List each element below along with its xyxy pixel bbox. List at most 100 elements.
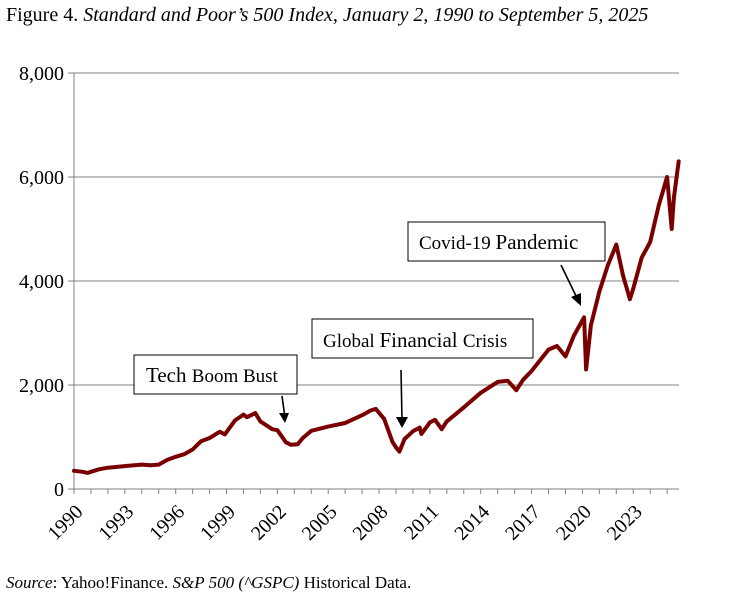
data-point <box>665 175 669 179</box>
data-point <box>223 432 227 437</box>
data-point <box>529 369 534 373</box>
annotation-text: Tech Boom Bust <box>146 363 279 387</box>
figure-title: Figure 4. Standard and Poor’s 500 Index,… <box>6 4 648 27</box>
x-tick-label: 2011 <box>400 501 443 544</box>
data-point <box>97 467 102 472</box>
data-point <box>672 196 676 200</box>
x-tick-label: 2008 <box>349 501 393 545</box>
y-tick-label: 6,000 <box>19 167 64 189</box>
x-tick-label: 2020 <box>552 501 596 545</box>
figure-title-prefix: Figure 4. <box>6 4 79 26</box>
source-text-2: Historical Data. <box>299 573 412 592</box>
source-note: Source: Yahoo!Finance. S&P 500 (^GSPC) H… <box>6 573 411 593</box>
series-line-sp500 <box>72 159 681 475</box>
data-point <box>589 323 593 328</box>
data-point <box>289 443 293 447</box>
x-tick-label: 1996 <box>145 501 189 545</box>
annotation-arrowhead <box>396 417 408 428</box>
x-tick-label: 2002 <box>247 501 291 545</box>
y-tick-labels: 0 2,000 4,000 6,000 8,000 <box>19 63 64 501</box>
data-point <box>582 315 586 320</box>
data-point <box>675 170 680 174</box>
annotation-global-financial-crisis: Global Financial Crisis <box>311 318 534 428</box>
source-label: Source <box>6 573 53 592</box>
y-tick-label: 2,000 <box>19 375 64 397</box>
data-point <box>439 427 444 432</box>
x-tick-label: 1999 <box>196 501 240 545</box>
data-point <box>199 439 203 444</box>
data-point <box>309 429 314 433</box>
annotation-arrowhead <box>571 293 581 306</box>
data-point <box>656 203 661 208</box>
data-point <box>165 458 169 462</box>
data-point <box>614 242 619 247</box>
x-tick-label: 2005 <box>298 501 342 545</box>
data-point <box>555 344 559 348</box>
data-point <box>546 347 551 352</box>
annotation-covid-19-pandemic: Covid-19 Pandemic <box>407 221 606 306</box>
data-point <box>514 388 519 393</box>
data-point <box>411 429 415 434</box>
data-point <box>343 421 347 425</box>
series-group <box>72 159 681 475</box>
data-point <box>270 427 275 432</box>
data-point <box>80 470 85 474</box>
data-point <box>676 159 681 164</box>
data-point <box>631 287 635 291</box>
data-point <box>621 274 625 278</box>
data-point <box>417 425 422 430</box>
data-point <box>173 455 178 459</box>
annotation-arrowhead <box>279 413 289 423</box>
annotation-arrow <box>560 264 578 299</box>
data-point <box>368 408 373 413</box>
data-point <box>628 297 632 302</box>
annotation-box <box>311 318 534 359</box>
data-point <box>495 380 500 384</box>
data-point <box>382 417 386 421</box>
source-text-1: : Yahoo!Finance. <box>52 573 173 592</box>
data-point <box>584 367 588 372</box>
x-tick-label: 2017 <box>501 501 545 545</box>
annotation-text: Covid-19 Pandemic <box>419 230 578 254</box>
annotation-tech-boom-bust: Tech Boom Bust <box>133 354 298 423</box>
x-tick-label: 1993 <box>94 501 138 545</box>
y-tick-label: 8,000 <box>19 63 64 85</box>
figure-title-italic: Standard and Poor’s 500 Index, January 2… <box>83 4 649 26</box>
source-dataset: S&P 500 (^GSPC) <box>172 573 300 592</box>
x-tick-labels: 1990 1993 1996 1999 2002 2005 2008 2011 2014 2017… <box>44 501 647 545</box>
data-point <box>275 428 280 433</box>
data-point <box>295 442 300 447</box>
data-point <box>397 449 402 454</box>
data-point <box>245 415 249 420</box>
annotation-box <box>133 354 298 395</box>
data-point <box>253 411 258 415</box>
x-tick-label: 2023 <box>603 501 647 545</box>
data-point <box>419 432 424 436</box>
data-point <box>85 471 90 475</box>
data-point <box>284 440 288 445</box>
x-tick-label: 2014 <box>450 501 494 545</box>
data-point <box>156 462 161 467</box>
annotation-box <box>407 221 606 262</box>
data-point <box>241 412 246 417</box>
y-tick-label: 0 <box>54 479 64 501</box>
data-point <box>572 333 576 338</box>
data-point <box>106 465 110 470</box>
annotation-text: Global Financial Crisis <box>323 328 507 352</box>
annotation-arrow <box>400 369 403 420</box>
x-tick-label: 1990 <box>44 501 88 545</box>
data-point <box>506 379 510 383</box>
data-point <box>148 463 153 468</box>
data-point <box>301 436 305 440</box>
data-point <box>89 470 93 474</box>
data-point <box>521 378 525 382</box>
data-point <box>597 289 602 294</box>
data-point <box>217 430 222 434</box>
data-point <box>207 436 212 440</box>
data-point <box>402 437 407 441</box>
data-point <box>233 418 237 423</box>
data-point <box>373 407 378 411</box>
data-point <box>669 227 674 231</box>
data-point <box>648 240 652 244</box>
